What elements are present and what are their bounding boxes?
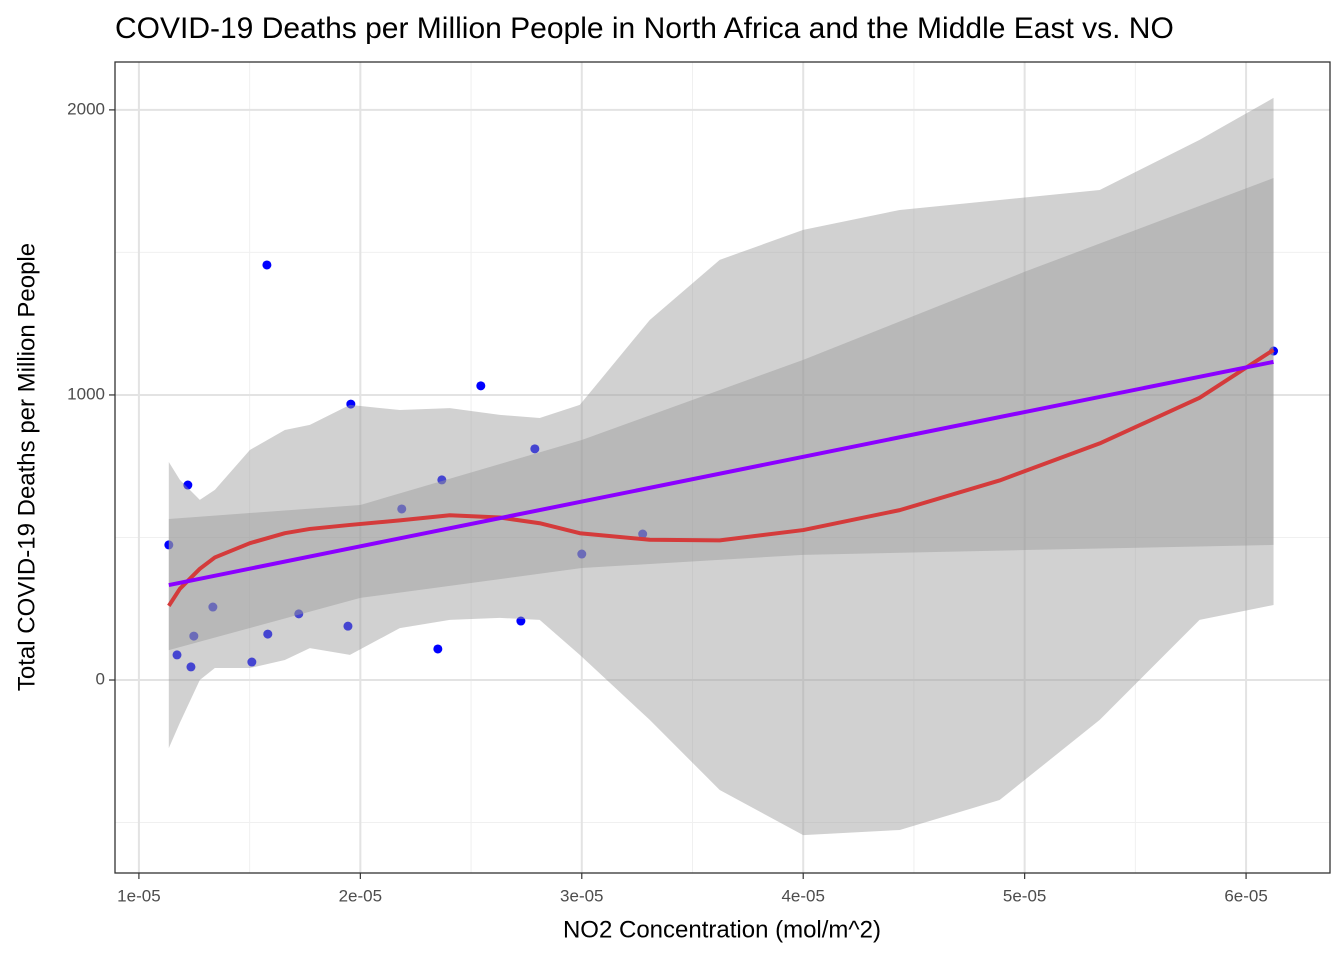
x-tick-label: 1e-05 [117,886,160,905]
data-point [476,381,486,391]
x-axis-title: NO2 Concentration (mol/m^2) [563,916,881,943]
y-tick-label: 0 [96,669,105,688]
x-tick-label: 3e-05 [560,886,603,905]
data-point [208,602,218,612]
data-point [577,549,587,559]
confidence-band [168,178,1274,651]
data-point [164,540,174,550]
y-tick-label: 1000 [67,384,105,403]
data-point [247,657,257,667]
data-point [346,399,356,409]
x-tick-label: 5e-05 [1003,886,1046,905]
data-point [263,629,273,639]
data-point [186,662,196,672]
panel-border [114,61,1331,874]
data-point [638,529,648,539]
data-point [516,616,526,626]
data-point [397,504,407,514]
data-point [262,260,272,270]
data-point [183,480,193,490]
data-point [189,631,199,641]
data-point [433,644,443,654]
confidence-band [168,97,1274,836]
data-point [530,444,540,454]
y-tick-label: 2000 [67,99,105,118]
data-point [294,609,304,619]
x-tick-label: 6e-05 [1224,886,1267,905]
x-tick-label: 4e-05 [781,886,824,905]
data-point [437,475,447,485]
chart-title: COVID-19 Deaths per Million People in No… [115,12,1174,45]
fit-line [168,359,1274,588]
y-axis-title: Total COVID-19 Deaths per Million People [13,243,40,691]
x-tick-label: 2e-05 [339,886,382,905]
data-point [172,650,182,660]
data-point [343,621,353,631]
